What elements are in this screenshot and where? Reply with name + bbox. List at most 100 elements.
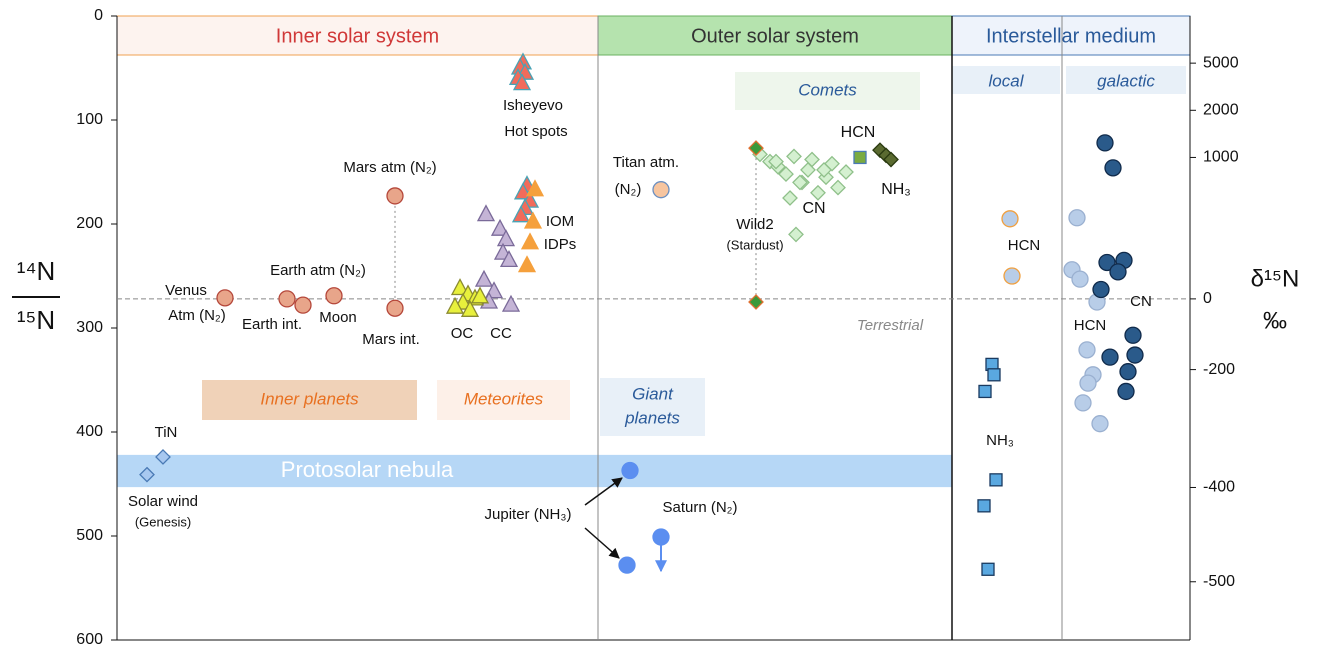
point bbox=[652, 181, 670, 199]
annotation: (N₂) bbox=[615, 181, 642, 198]
y-tick-label: 0 bbox=[94, 7, 103, 24]
reference-label: Terrestrial bbox=[857, 317, 924, 334]
panel-title: Interstellar medium bbox=[986, 25, 1156, 47]
point bbox=[499, 250, 519, 268]
point bbox=[476, 204, 496, 222]
point bbox=[810, 184, 826, 201]
point bbox=[450, 278, 470, 296]
point bbox=[788, 226, 804, 243]
point bbox=[216, 289, 234, 307]
point bbox=[1124, 326, 1142, 344]
y-tick-label: 100 bbox=[76, 111, 103, 128]
point bbox=[782, 190, 798, 206]
point bbox=[838, 164, 854, 180]
point bbox=[490, 218, 510, 236]
y2-tick-label: 0 bbox=[1203, 290, 1212, 307]
point bbox=[1126, 346, 1144, 364]
point bbox=[1096, 134, 1114, 152]
annotation: Isheyevo bbox=[503, 97, 563, 114]
point bbox=[830, 179, 846, 196]
point bbox=[816, 162, 832, 178]
point bbox=[883, 151, 899, 168]
annotation: Venus bbox=[165, 282, 207, 299]
y2-label: ‰ bbox=[1263, 307, 1287, 334]
point bbox=[460, 299, 480, 317]
y-label: ¹⁵N bbox=[17, 305, 55, 335]
y2-tick-label: -500 bbox=[1203, 573, 1235, 590]
y-tick-label: 500 bbox=[76, 527, 103, 544]
point bbox=[786, 148, 802, 165]
point bbox=[386, 299, 404, 317]
annotation: Earth int. bbox=[242, 316, 302, 333]
y-tick-label: 400 bbox=[76, 423, 103, 440]
point bbox=[778, 166, 794, 182]
point bbox=[987, 368, 1001, 382]
point bbox=[1003, 267, 1021, 285]
point bbox=[981, 562, 995, 576]
annotation: Atm (N₂) bbox=[168, 307, 225, 324]
point bbox=[748, 294, 764, 310]
point bbox=[501, 294, 521, 312]
point bbox=[618, 556, 636, 574]
y2-tick-label: 1000 bbox=[1203, 149, 1239, 166]
subpanel-label: local bbox=[989, 71, 1025, 90]
band bbox=[117, 454, 952, 488]
point bbox=[1068, 209, 1086, 227]
panel-header bbox=[116, 15, 599, 56]
point bbox=[1079, 374, 1097, 392]
annotation: Hot spots bbox=[504, 123, 567, 140]
region-box bbox=[600, 378, 705, 436]
point bbox=[804, 151, 820, 168]
subpanel-label: galactic bbox=[1097, 71, 1155, 90]
point bbox=[155, 449, 171, 465]
point bbox=[1109, 263, 1127, 281]
subpanel-box bbox=[952, 66, 1060, 94]
point bbox=[792, 174, 808, 191]
panel-title: Inner solar system bbox=[276, 25, 439, 47]
annotation: Solar wind bbox=[128, 493, 198, 510]
point bbox=[294, 296, 312, 314]
y2-tick-label: -200 bbox=[1203, 361, 1235, 378]
point bbox=[748, 140, 764, 156]
annotation: Mars int. bbox=[362, 331, 420, 348]
point bbox=[139, 466, 155, 483]
panel-header bbox=[951, 15, 1191, 56]
y-tick-label: 600 bbox=[76, 631, 103, 648]
foreground: Inner solar system Outer solar system Inte… bbox=[12, 7, 1299, 648]
annotation: Earth atm (N₂) bbox=[270, 262, 366, 279]
region-label: Inner planets bbox=[260, 389, 359, 408]
annotation: (Stardust) bbox=[726, 237, 783, 252]
point bbox=[978, 384, 992, 399]
point bbox=[386, 187, 404, 205]
annotation: HCN bbox=[841, 124, 876, 141]
point bbox=[511, 205, 531, 223]
annotation: NH₃ bbox=[986, 432, 1014, 449]
annotation: Wild2 bbox=[736, 216, 774, 233]
point bbox=[470, 286, 490, 304]
panel-header bbox=[597, 15, 953, 56]
background bbox=[116, 15, 1191, 641]
point bbox=[1074, 394, 1092, 412]
y2-tick-label: -400 bbox=[1203, 479, 1235, 496]
point bbox=[520, 232, 540, 250]
annotation: HCN bbox=[1074, 317, 1107, 334]
point bbox=[512, 73, 532, 91]
point bbox=[1071, 270, 1089, 288]
panel-title: Outer solar system bbox=[691, 25, 859, 47]
y-tick-label: 300 bbox=[76, 319, 103, 336]
y-label: ¹⁴N bbox=[17, 256, 56, 286]
annotation: TiN bbox=[155, 424, 178, 441]
y-tick-label: 200 bbox=[76, 215, 103, 232]
annotation: CN bbox=[802, 200, 825, 217]
region-label: Meteorites bbox=[464, 389, 544, 408]
point bbox=[1078, 341, 1096, 359]
point bbox=[278, 290, 296, 308]
annotation: Jupiter (NH₃) bbox=[485, 506, 572, 523]
point bbox=[445, 296, 465, 314]
region-box bbox=[202, 380, 417, 420]
point bbox=[325, 287, 343, 305]
point bbox=[853, 150, 867, 165]
annotation: IDPs bbox=[544, 236, 577, 253]
annotation: Moon bbox=[319, 309, 357, 326]
